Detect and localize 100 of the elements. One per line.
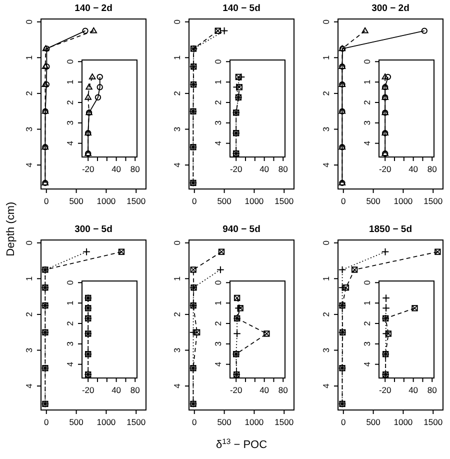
x-tick-label: 0: [341, 196, 346, 206]
y-tick-label: 0: [321, 240, 331, 246]
x-tick-label: 500: [366, 417, 381, 427]
y-tick-label: 0: [172, 19, 182, 24]
x-tick-label: 1500: [126, 417, 146, 427]
x-tick-label: 1000: [244, 196, 264, 206]
x-tick-label: 0: [192, 196, 198, 206]
x-tick-label: 40: [408, 164, 418, 174]
x-tick-label: 0: [341, 417, 346, 427]
chart-title: 300 − 5d: [74, 224, 113, 235]
y-tick-label: 0: [321, 19, 331, 24]
x-tick-label: 80: [130, 164, 140, 174]
y-tick-label: 0: [213, 280, 223, 285]
y-tick-label: 0: [24, 240, 34, 246]
x-tick-label: 1500: [424, 417, 443, 427]
x-tick-label: 1000: [244, 417, 264, 427]
y-tick-label: 4: [321, 162, 331, 168]
x-tick-label: 1000: [394, 417, 413, 427]
x-tick-label: 1000: [96, 196, 116, 206]
y-tick-label: 2: [321, 90, 331, 96]
y-tick-label: 3: [213, 341, 223, 346]
x-tick-label: 0: [44, 196, 50, 206]
y-tick-label: 0: [362, 59, 372, 64]
y-tick-label: 4: [65, 140, 75, 146]
y-tick-label: 1: [24, 55, 34, 60]
x-tick-label: 500: [69, 196, 84, 206]
y-tick-label: 2: [172, 312, 182, 317]
y-tick-label: 3: [362, 341, 372, 346]
y-tick-label: 2: [362, 100, 372, 105]
y-tick-label: 3: [172, 126, 182, 132]
y-tick-label: 0: [213, 59, 223, 64]
y-tick-label: 3: [321, 126, 331, 132]
x-tick-label: 80: [427, 385, 438, 395]
y-tick-label: 1: [321, 55, 331, 60]
y-tick-label: 0: [24, 19, 34, 24]
y-tick-label: 2: [172, 90, 182, 96]
x-tick-label: 500: [69, 417, 84, 427]
x-tick-label: 0: [192, 417, 198, 427]
chart-title: 140 − 2d: [74, 3, 113, 14]
x-tick-label: 500: [217, 196, 232, 206]
y-tick-label: 3: [24, 348, 34, 353]
x-tick-label: -20: [82, 164, 95, 174]
x-tick-label: 1000: [394, 196, 413, 206]
y-tick-label: 0: [65, 59, 75, 64]
x-tick-label: 40: [260, 385, 270, 395]
y-tick-label: 4: [362, 140, 372, 146]
y-tick-label: 0: [362, 280, 372, 285]
chart-title: 140 − 5d: [222, 3, 261, 14]
x-tick-label: 500: [217, 417, 232, 427]
y-tick-label: 1: [172, 276, 182, 282]
y-tick-label: 1: [362, 300, 372, 306]
y-tick-label: 1: [65, 79, 75, 84]
y-tick-label: 3: [24, 126, 34, 132]
x-tick-label: -20: [230, 385, 243, 395]
x-tick-label: 1500: [126, 196, 146, 206]
x-tick-label: 0: [44, 417, 50, 427]
y-tick-label: 2: [65, 320, 75, 326]
y-tick-label: 0: [65, 280, 75, 285]
y-tick-label: 4: [65, 362, 75, 367]
y-tick-label: 1: [172, 55, 182, 60]
y-tick-label: 4: [321, 383, 331, 388]
x-tick-label: 80: [278, 385, 288, 395]
y-tick-label: 3: [65, 341, 75, 346]
y-tick-label: 1: [65, 300, 75, 306]
y-tick-label: 4: [213, 140, 223, 146]
y-tick-label: 3: [362, 120, 372, 126]
x-axis-title: δ$^{13}$ − POC: [216, 436, 268, 451]
y-axis-title: Depth (cm): [5, 202, 17, 256]
x-tick-label: 40: [112, 164, 122, 174]
x-tick-label: 80: [130, 385, 140, 395]
y-tick-label: 1: [213, 79, 223, 84]
x-tick-label: 500: [366, 196, 381, 206]
y-tick-label: 2: [213, 100, 223, 105]
y-tick-label: 2: [321, 312, 331, 317]
y-tick-label: 1: [362, 79, 372, 84]
y-tick-label: 2: [24, 312, 34, 317]
x-tick-label: 40: [112, 385, 122, 395]
y-tick-label: 3: [213, 120, 223, 126]
y-tick-label: 2: [24, 90, 34, 96]
x-tick-label: 1500: [274, 196, 294, 206]
x-tick-label: 80: [278, 164, 288, 174]
y-tick-label: 0: [172, 240, 182, 246]
x-tick-label: 80: [427, 164, 438, 174]
x-tick-label: 1000: [96, 417, 116, 427]
y-tick-label: 1: [213, 300, 223, 306]
x-tick-label: -20: [82, 385, 95, 395]
x-tick-label: -20: [378, 164, 392, 174]
x-tick-label: -20: [230, 164, 243, 174]
chart-title: 1850 − 5d: [368, 224, 412, 235]
x-tick-label: -20: [378, 385, 392, 395]
chart-title: 940 − 5d: [222, 224, 261, 235]
x-tick-label: 40: [408, 385, 418, 395]
y-tick-label: 3: [65, 120, 75, 126]
y-tick-label: 2: [65, 100, 75, 105]
y-tick-label: 4: [24, 162, 34, 168]
y-tick-label: 3: [321, 348, 331, 353]
x-tick-label: 40: [260, 164, 270, 174]
y-tick-label: 4: [172, 162, 182, 168]
y-tick-label: 4: [24, 383, 34, 388]
y-tick-label: 1: [24, 276, 34, 282]
